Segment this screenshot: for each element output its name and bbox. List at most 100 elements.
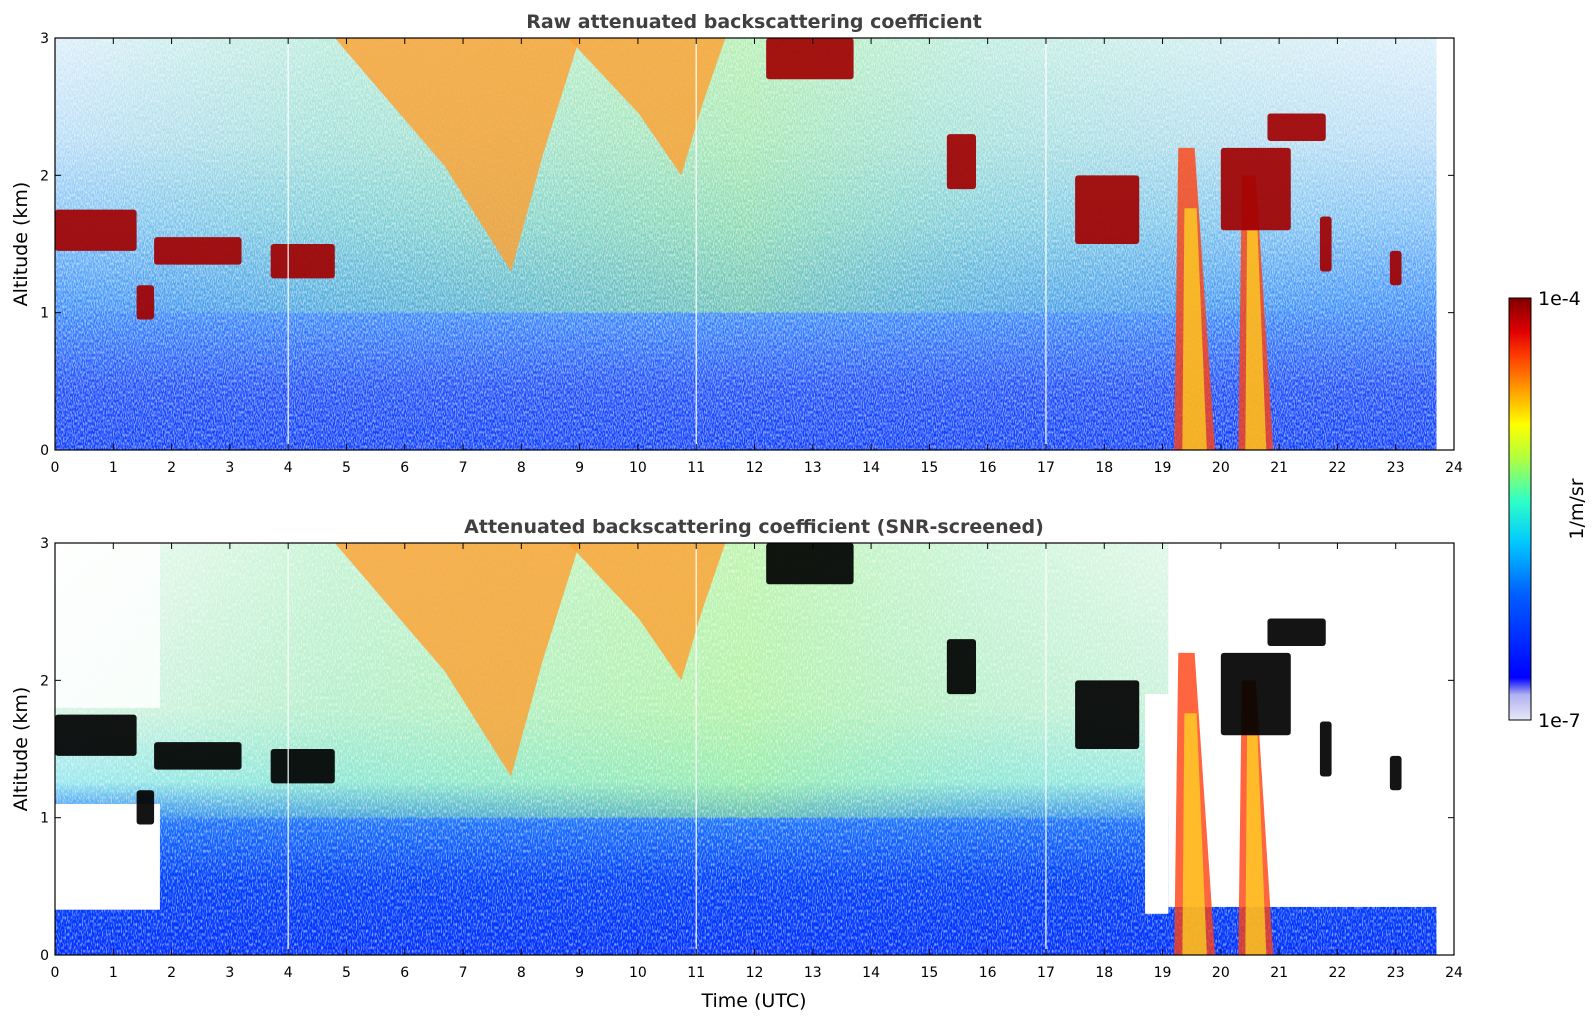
noise-overlay [55,38,1437,450]
x-tick-label: 5 [342,460,351,476]
virga-patch [334,543,580,777]
x-tick-label: 23 [1387,965,1405,981]
x-axis: 0 1 2 3 4 5 6 7 8 9 10 11 12 13 14 15 16 17 18 19 20 21 22 23 24 [51,38,1463,476]
heatmap [55,38,1454,450]
colorbar-unit-label: 1/m/sr [1566,478,1588,539]
x-tick-label: 14 [862,460,880,476]
cloud-patch [946,639,977,695]
cloud-patch [1075,680,1140,749]
x-tick-label: 21 [1270,460,1288,476]
x-tick-label: 9 [575,965,584,981]
colorbar: 1e-4 1e-7 1/m/sr [1508,288,1588,732]
x-tick-label: 15 [920,965,938,981]
precipitation-core [1245,735,1267,955]
heatmap [55,543,1454,955]
low_cloud-patch [270,244,335,279]
high_cloud-patch [1267,618,1326,646]
screened-out-region [55,543,160,708]
x-tick-label: 8 [517,460,526,476]
screened-out-region [1145,694,1169,914]
x-tick-label: 22 [1329,460,1347,476]
x-tick-label: 16 [979,460,997,476]
x-tick-label: 1 [109,965,118,981]
x-tick-label: 24 [1445,460,1463,476]
x-tick-label: 7 [459,460,468,476]
x-tick-label: 7 [459,965,468,981]
x-tick-label: 0 [51,460,60,476]
colorbar-max-label: 1e-4 [1538,288,1581,310]
x-tick-label: 12 [746,965,764,981]
x-axis-label: Time (UTC) [700,990,806,1012]
precipitation-core [1182,713,1207,955]
x-tick-label: 17 [1037,965,1055,981]
cloud-patch [946,134,977,190]
cloud-patch [1319,216,1332,272]
panel-raw: Raw attenuated backscattering coefficien… [10,11,1463,476]
x-tick-label: 15 [920,460,938,476]
x-tick-label: 18 [1095,965,1113,981]
virga-patch [567,38,726,176]
y-axis-label: Altitude (km) [10,182,32,307]
y-tick-label: 0 [40,443,49,459]
high_cloud-patch [1267,113,1326,141]
colorbar-min-label: 1e-7 [1538,710,1581,732]
chart-title: Raw attenuated backscattering coefficien… [526,11,982,33]
low_cloud-patch [270,749,335,784]
cloud-patch [1075,175,1140,244]
y-tick-label: 3 [40,536,49,552]
cloud-patch [1319,721,1332,777]
heatmap-area [55,38,1454,450]
panel-screened: Attenuated backscattering coefficient (S… [10,516,1463,1012]
y-axis-label: Altitude (km) [10,687,32,812]
x-tick-label: 0 [51,965,60,981]
y-tick-label: 3 [40,31,49,47]
precipitation-core [1182,208,1207,450]
x-tick-label: 4 [284,460,293,476]
x-tick-label: 24 [1445,965,1463,981]
x-tick-label: 19 [1154,460,1172,476]
y-tick-label: 1 [40,811,49,827]
x-tick-label: 9 [575,460,584,476]
x-tick-label: 3 [225,965,234,981]
colorbar-scale [1508,297,1532,721]
x-tick-label: 11 [687,965,705,981]
x-tick-label: 18 [1095,460,1113,476]
x-tick-label: 14 [862,965,880,981]
x-tick-label: 13 [804,460,822,476]
low_cloud-patch [55,714,137,756]
cloud-patch [1389,250,1402,286]
cloud-patch [1220,147,1291,231]
cloud-patch [1389,755,1402,791]
x-tick-label: 10 [629,460,647,476]
y-axis: 0 1 2 3 [40,536,1454,964]
x-tick-label: 4 [284,965,293,981]
chart-title: Attenuated backscattering coefficient (S… [464,516,1044,538]
x-tick-label: 11 [687,460,705,476]
y-axis: 0 1 2 3 [40,31,1454,459]
y-tick-label: 0 [40,948,49,964]
x-tick-label: 20 [1212,965,1230,981]
x-tick-label: 20 [1212,460,1230,476]
y-tick-label: 2 [40,673,49,689]
x-tick-label: 23 [1387,460,1405,476]
x-tick-label: 10 [629,965,647,981]
y-tick-label: 2 [40,168,49,184]
x-tick-label: 1 [109,460,118,476]
heatmap-area [55,543,1454,955]
x-axis: 0 1 2 3 4 5 6 7 8 9 10 11 12 13 14 15 16 17 18 19 20 21 22 23 24 [51,543,1463,981]
x-tick-label: 19 [1154,965,1172,981]
low_cloud-patch [55,209,137,251]
x-tick-label: 6 [400,460,409,476]
virga-patch [567,543,726,681]
x-tick-label: 8 [517,965,526,981]
x-tick-label: 17 [1037,460,1055,476]
x-tick-label: 22 [1329,965,1347,981]
x-tick-label: 12 [746,460,764,476]
x-tick-label: 3 [225,460,234,476]
screened-out-region [1168,543,1437,907]
x-tick-label: 6 [400,965,409,981]
x-tick-label: 5 [342,965,351,981]
x-tick-label: 2 [167,460,176,476]
cloud-patch [1220,652,1291,736]
